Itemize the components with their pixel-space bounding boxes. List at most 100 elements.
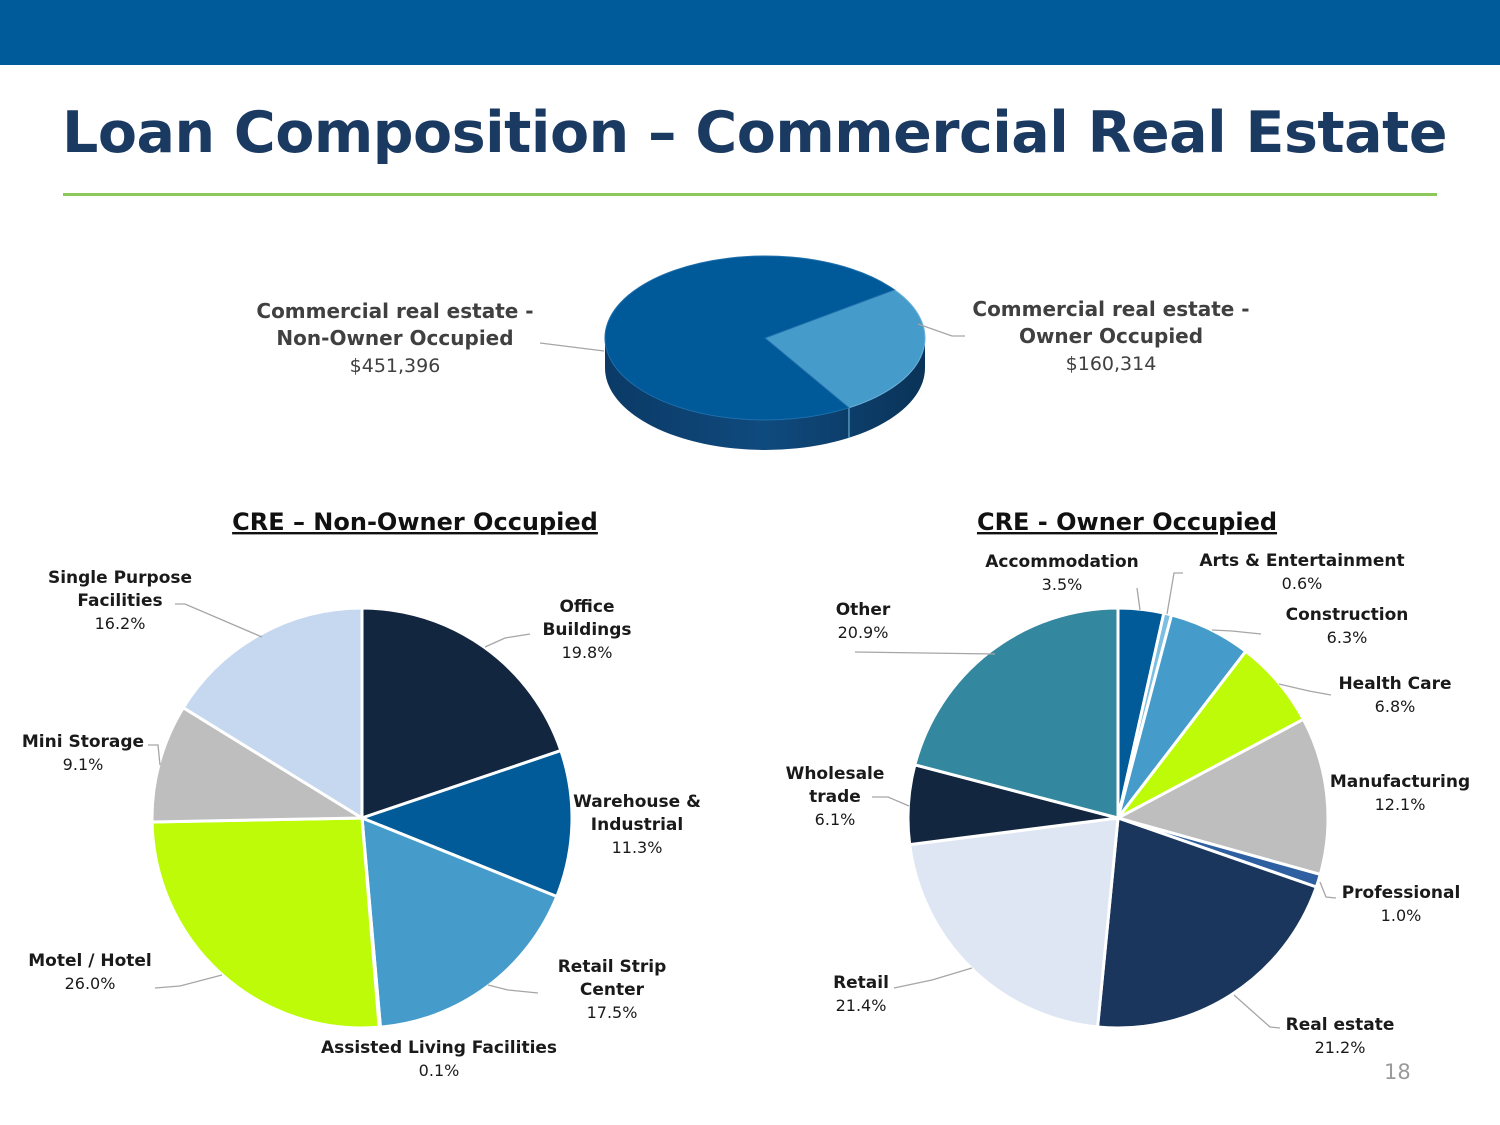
leader-line-office-buildings <box>484 633 531 648</box>
chart-heading: CRE - Owner Occupied <box>977 508 1277 536</box>
slice-value-assisted-living-facilities: 0.1% <box>419 1061 460 1080</box>
leader-line-motel-hotel <box>154 974 223 989</box>
slice-value-professional: 1.0% <box>1381 906 1422 925</box>
title-divider <box>63 193 1437 196</box>
label-retail-strip-center: Retail Strip Center 17.5% <box>558 957 667 1022</box>
leader-line-real-estate <box>1233 994 1281 1029</box>
leader-line-retail-strip-center <box>487 984 539 994</box>
slice-name-other: Other <box>836 600 891 620</box>
leader-line-commercial-real-estate-non-owner-occupied <box>539 342 605 352</box>
label-professional: Professional 1.0% <box>1342 883 1461 925</box>
label-accommodation: Accommodation 3.5% <box>985 552 1138 594</box>
slice-name-manufacturing: Manufacturing <box>1330 772 1470 792</box>
leader-line-arts-entertainment <box>1166 572 1183 615</box>
pie-labels: Accommodation 3.5% Arts & Entertainment 0.6… <box>786 551 1471 1057</box>
slice-non-owner-occupied <box>604 255 896 421</box>
slice-warehouse-industrial <box>360 749 574 899</box>
slice-name-commercial-real-estate-owner-occupied: Commercial real estate - <box>972 297 1249 321</box>
slice-single-purpose-facilities <box>181 606 364 820</box>
label-motel-hotel: Motel / Hotel 26.0% <box>28 951 152 993</box>
slice-name-warehouse-industrial: Warehouse & <box>573 792 701 812</box>
label-warehouse-industrial: Warehouse & Industrial 11.3% <box>573 792 701 857</box>
slice-name-professional: Professional <box>1342 883 1461 903</box>
label-arts-entertainment: Arts & Entertainment 0.6% <box>1199 551 1404 593</box>
slice-value-other: 20.9% <box>838 623 889 642</box>
non-owner-occupied-pie-chart: Office Buildings 19.8% Warehouse & Industria… <box>22 508 701 1080</box>
leader-line-professional <box>1319 881 1337 899</box>
slice-value-retail: 21.4% <box>836 996 887 1015</box>
pie-slices <box>150 606 574 1030</box>
top-pie-chart: Commercial real estate - Non-Owner Occupi… <box>256 255 1250 450</box>
leader-line-accommodation <box>1136 587 1141 611</box>
slice-retail <box>908 816 1120 1029</box>
slice-name-commercial-real-estate-non-owner-occupied: Commercial real estate - <box>256 299 533 323</box>
label-single-purpose-facilities: Single Purpose Facilities 16.2% <box>48 568 192 633</box>
slice-value-motel-hotel: 26.0% <box>65 974 116 993</box>
slice-name-assisted-living-facilities: Assisted Living Facilities <box>321 1038 557 1058</box>
leader-line-retail <box>893 967 973 989</box>
slice-name-retail: Retail <box>833 973 889 993</box>
leader-line-commercial-real-estate-owner-occupied <box>917 323 965 337</box>
leader-line-wholesale-trade <box>872 796 910 807</box>
slice-manufacturing <box>1116 717 1330 876</box>
owner-occupied-pie-chart: Accommodation 3.5% Arts & Entertainment 0.6… <box>786 508 1471 1057</box>
slice-name-single-purpose-facilities: Single Purpose <box>48 568 192 588</box>
pie-slices <box>906 606 1330 1030</box>
label-mini-storage: Mini Storage 9.1% <box>22 732 144 774</box>
label-office-buildings: Office Buildings 19.8% <box>542 597 631 662</box>
slice-value-mini-storage: 9.1% <box>63 755 104 774</box>
slice-name-mini-storage: Mini Storage <box>22 732 144 752</box>
leader-line-health-care <box>1278 683 1332 696</box>
label-retail: Retail 21.4% <box>833 973 889 1015</box>
slice-name-wholesale-trade: Wholesale <box>786 764 885 784</box>
slice-retail-strip-center <box>360 816 559 1029</box>
slice-name-commercial-real-estate-owner-occupied: Owner Occupied <box>1019 324 1203 348</box>
slice-value-health-care: 6.8% <box>1375 697 1416 716</box>
slice-value-construction: 6.3% <box>1327 628 1368 647</box>
leader-line-other <box>854 651 996 655</box>
slice-name-construction: Construction <box>1286 605 1409 625</box>
slice-name-wholesale-trade: trade <box>809 787 861 807</box>
slice-name-arts-entertainment: Arts & Entertainment <box>1199 551 1404 571</box>
slice-owner-occupied <box>764 289 926 409</box>
label-manufacturing: Manufacturing 12.1% <box>1330 772 1470 814</box>
slice-office-buildings <box>360 606 563 820</box>
label-commercial-real-estate-non-owner-occupied: Commercial real estate - Non-Owner Occupi… <box>256 299 533 377</box>
chart-heading: CRE – Non-Owner Occupied <box>232 508 598 536</box>
slice-name-real-estate: Real estate <box>1286 1015 1395 1035</box>
slide-title: Loan Composition – Commercial Real Estat… <box>62 100 1448 166</box>
slice-name-office-buildings: Buildings <box>542 620 631 640</box>
page-number: 18 <box>1384 1060 1411 1084</box>
slice-name-retail-strip-center: Center <box>580 980 645 1000</box>
label-real-estate: Real estate 21.2% <box>1286 1015 1395 1057</box>
slice-motel-hotel <box>150 816 381 1030</box>
slice-value-commercial-real-estate-owner-occupied: $160,314 <box>1066 353 1157 375</box>
slice-value-warehouse-industrial: 11.3% <box>612 838 663 857</box>
slice-name-health-care: Health Care <box>1338 674 1451 694</box>
slice-other <box>913 606 1120 820</box>
slice-value-retail-strip-center: 17.5% <box>587 1003 638 1022</box>
slice-name-office-buildings: Office <box>559 597 614 617</box>
leader-line-construction <box>1211 629 1262 635</box>
slice-name-motel-hotel: Motel / Hotel <box>28 951 152 971</box>
label-other: Other 20.9% <box>836 600 891 642</box>
label-wholesale-trade: Wholesale trade 6.1% <box>786 764 885 829</box>
slice-value-wholesale-trade: 6.1% <box>815 810 856 829</box>
label-commercial-real-estate-owner-occupied: Commercial real estate - Owner Occupied $1… <box>972 297 1249 375</box>
slice-name-single-purpose-facilities: Facilities <box>77 591 162 611</box>
pie-3d-side-wall <box>605 338 925 450</box>
label-health-care: Health Care 6.8% <box>1338 674 1451 716</box>
slice-value-accommodation: 3.5% <box>1042 575 1083 594</box>
slice-name-warehouse-industrial: Industrial <box>591 815 683 835</box>
slice-name-accommodation: Accommodation <box>985 552 1138 572</box>
slice-value-single-purpose-facilities: 16.2% <box>95 614 146 633</box>
slice-value-commercial-real-estate-non-owner-occupied: $451,396 <box>350 355 441 377</box>
slice-value-office-buildings: 19.8% <box>562 643 613 662</box>
slice-name-commercial-real-estate-non-owner-occupied: Non-Owner Occupied <box>276 326 513 350</box>
pie-labels: Office Buildings 19.8% Warehouse & Industria… <box>22 568 701 1080</box>
slice-real-estate <box>1096 816 1318 1030</box>
slice-name-retail-strip-center: Retail Strip <box>558 957 667 977</box>
leader-line-mini-storage <box>148 744 161 766</box>
leader-line-single-purpose-facilities <box>175 603 263 638</box>
